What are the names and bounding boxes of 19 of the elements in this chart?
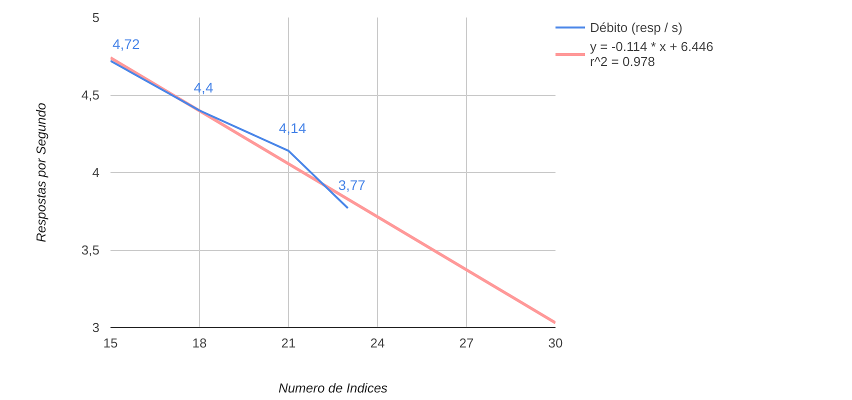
x-axis-title: Numero de Indices — [278, 380, 388, 396]
y-tick-label: 3,5 — [81, 242, 100, 258]
x-tick-label: 21 — [281, 336, 296, 350]
x-tick-label: 18 — [192, 336, 207, 350]
legend-label: Débito (resp / s) — [590, 20, 682, 34]
legend-label: y = -0.114 * x + 6.446 r^2 = 0.978 — [590, 39, 714, 69]
x-tick-label: 27 — [459, 336, 474, 350]
y-tick-label: 3 — [92, 320, 100, 335]
x-tick-label: 24 — [370, 336, 385, 350]
data-label: 4,72 — [112, 36, 140, 52]
x-tick-label: 15 — [103, 336, 118, 350]
y-axis-title: Respostas por Segundo — [33, 102, 48, 242]
data-label: 4,14 — [278, 120, 306, 136]
x-tick-label: 30 — [548, 336, 563, 350]
y-tick-label: 5 — [92, 10, 100, 25]
data-label: 3,77 — [338, 177, 366, 194]
y-tick-label: 4,5 — [81, 88, 100, 102]
y-tick-label: 4 — [92, 165, 100, 180]
data-label: 4,4 — [194, 80, 214, 96]
